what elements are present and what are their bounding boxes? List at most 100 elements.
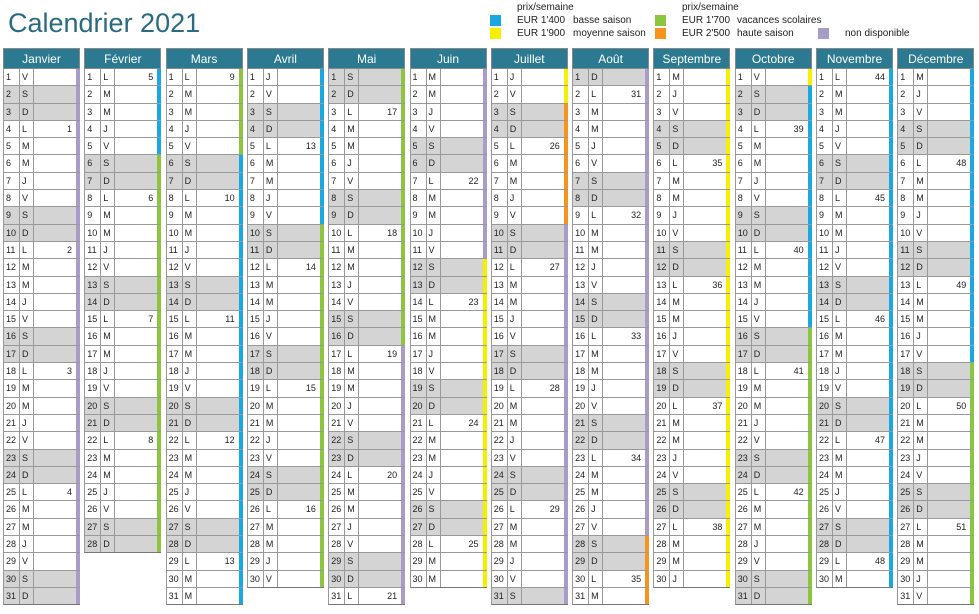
day-cell[interactable]: 23 D <box>328 449 406 467</box>
day-cell[interactable]: 16 S <box>3 328 80 346</box>
day-cell[interactable]: 21 M <box>490 414 568 433</box>
day-cell[interactable]: 17 M <box>572 345 650 364</box>
day-cell[interactable]: 22 M <box>897 432 975 450</box>
day-cell[interactable]: 24 L 20 <box>328 466 406 485</box>
day-cell[interactable]: 11 S <box>653 241 731 260</box>
day-cell[interactable]: 20 D <box>409 397 487 415</box>
day-cell[interactable]: 20 M <box>734 397 812 415</box>
day-cell[interactable]: 13 L 49 <box>897 276 975 294</box>
day-cell[interactable]: 14 M <box>490 293 568 312</box>
day-cell[interactable]: 21 J <box>734 414 812 433</box>
day-cell[interactable]: 22 J <box>490 432 568 450</box>
day-cell[interactable]: 15 M <box>897 311 975 329</box>
day-cell[interactable]: 29 S <box>328 553 406 571</box>
day-cell[interactable]: 14 L 23 <box>409 293 487 312</box>
day-cell[interactable]: 11 J <box>165 241 243 260</box>
day-cell[interactable]: 23 V <box>490 449 568 467</box>
day-cell[interactable]: 23 S <box>734 449 812 467</box>
day-cell[interactable]: 31 L 21 <box>328 587 406 606</box>
day-cell[interactable]: 24 M <box>165 466 243 485</box>
day-cell[interactable]: 21 M <box>246 414 324 433</box>
day-cell[interactable]: 28 L 25 <box>409 536 487 554</box>
day-cell[interactable]: 24 V <box>653 466 731 485</box>
day-cell[interactable]: 25 J <box>165 484 243 502</box>
day-cell[interactable]: 14 S <box>572 293 650 312</box>
day-cell[interactable]: 25 J <box>816 484 893 502</box>
day-cell[interactable]: 28 M <box>897 536 975 554</box>
day-cell[interactable]: 22 V <box>734 432 812 450</box>
day-cell[interactable]: 10 M <box>165 224 243 242</box>
day-cell[interactable]: 13 S <box>84 276 162 294</box>
day-cell[interactable]: 19 L 15 <box>246 380 324 398</box>
day-cell[interactable]: 10 S <box>246 224 324 242</box>
day-cell[interactable]: 12 D <box>897 259 975 277</box>
day-cell[interactable]: 26 S <box>409 501 487 519</box>
day-cell[interactable]: 12 D <box>653 259 731 277</box>
day-cell[interactable]: 26 L 16 <box>246 501 324 519</box>
day-cell[interactable]: 4 L 39 <box>734 120 812 139</box>
day-cell[interactable]: 10 S <box>490 224 568 242</box>
day-cell[interactable]: 16 M <box>816 328 893 346</box>
day-cell[interactable]: 19 V <box>84 380 162 398</box>
day-cell[interactable]: 30 S <box>3 570 80 588</box>
day-cell[interactable]: 6 L 35 <box>653 155 731 173</box>
day-cell[interactable]: 10 M <box>816 224 893 242</box>
day-cell[interactable]: 28 J <box>734 536 812 554</box>
day-cell[interactable]: 21 M <box>897 414 975 433</box>
day-cell[interactable]: 15 V <box>3 311 80 329</box>
day-cell[interactable]: 31 M <box>572 587 650 606</box>
day-cell[interactable]: 28 D <box>816 536 893 554</box>
day-cell[interactable]: 11 S <box>897 241 975 260</box>
day-cell[interactable]: 11 D <box>246 241 324 260</box>
day-cell[interactable]: 22 S <box>328 432 406 450</box>
day-cell[interactable]: 12 M <box>328 259 406 277</box>
day-cell[interactable]: 23 M <box>165 449 243 467</box>
day-cell[interactable]: 13 S <box>165 276 243 294</box>
day-cell[interactable]: 17 V <box>897 345 975 364</box>
day-cell[interactable]: 22 J <box>246 432 324 450</box>
day-cell[interactable]: 29 L 13 <box>165 553 243 571</box>
day-cell[interactable]: 15 L 46 <box>816 311 893 329</box>
day-cell[interactable]: 19 S <box>409 380 487 398</box>
day-cell[interactable]: 13 D <box>409 276 487 294</box>
day-cell[interactable]: 21 J <box>3 414 80 433</box>
day-cell[interactable]: 12 V <box>816 259 893 277</box>
day-cell[interactable]: 11 J <box>84 241 162 260</box>
day-cell[interactable]: 15 J <box>246 311 324 329</box>
day-cell[interactable]: 28 M <box>653 536 731 554</box>
day-cell[interactable]: 19 V <box>165 380 243 398</box>
day-cell[interactable]: 22 V <box>3 432 80 450</box>
day-cell[interactable]: 29 L 48 <box>816 553 893 571</box>
day-cell[interactable]: 17 V <box>653 345 731 364</box>
day-cell[interactable]: 29 M <box>897 553 975 571</box>
day-cell[interactable]: 19 M <box>734 380 812 398</box>
day-cell[interactable]: 23 J <box>897 449 975 467</box>
